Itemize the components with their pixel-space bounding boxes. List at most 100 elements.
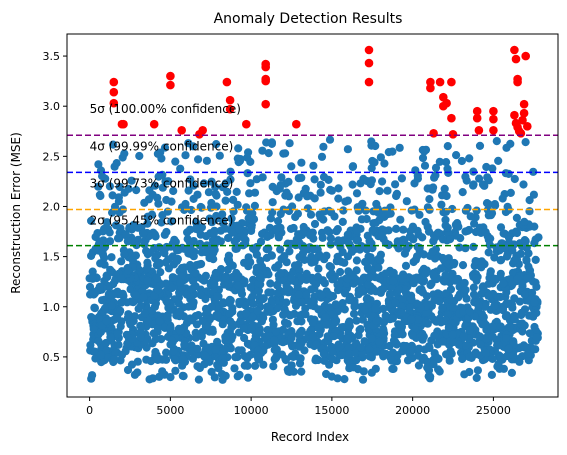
normal-point <box>223 255 232 264</box>
normal-point <box>163 313 172 322</box>
normal-point <box>279 310 288 319</box>
normal-point <box>194 375 203 384</box>
normal-point <box>534 233 543 242</box>
normal-point <box>177 263 187 273</box>
normal-point <box>189 277 198 286</box>
normal-point <box>320 356 329 365</box>
normal-point <box>343 145 352 154</box>
normal-point <box>332 257 341 266</box>
normal-point <box>294 290 304 299</box>
normal-point <box>399 225 408 234</box>
normal-point <box>315 330 324 339</box>
normal-point <box>343 274 352 284</box>
normal-point <box>388 314 397 323</box>
normal-point <box>287 361 296 370</box>
normal-point <box>273 289 282 298</box>
normal-point <box>411 166 420 175</box>
normal-point <box>328 354 337 364</box>
normal-point <box>243 169 252 178</box>
normal-point <box>474 300 483 309</box>
normal-point <box>398 295 407 304</box>
normal-point <box>111 348 120 357</box>
normal-point <box>520 321 529 330</box>
normal-point <box>479 282 488 291</box>
normal-point <box>232 187 241 196</box>
normal-point <box>262 138 271 147</box>
normal-point <box>208 327 217 336</box>
normal-point <box>488 354 497 363</box>
normal-point <box>334 184 343 193</box>
normal-point <box>531 255 540 264</box>
normal-point <box>147 210 157 219</box>
normal-point <box>523 274 532 283</box>
normal-point <box>174 299 183 308</box>
normal-point <box>356 179 365 188</box>
normal-point <box>287 333 296 342</box>
normal-point <box>150 302 159 311</box>
normal-point <box>273 304 282 313</box>
normal-point <box>364 280 373 289</box>
normal-point <box>397 308 406 317</box>
normal-point <box>202 156 211 165</box>
normal-point <box>86 341 95 350</box>
normal-point <box>395 143 404 152</box>
normal-point <box>372 316 381 326</box>
normal-point <box>123 237 132 246</box>
normal-point <box>341 289 350 298</box>
normal-point <box>272 353 281 362</box>
normal-point <box>363 294 372 303</box>
normal-point <box>322 369 331 379</box>
normal-point <box>201 248 211 257</box>
normal-point <box>176 278 185 287</box>
normal-point <box>349 309 359 318</box>
normal-point <box>305 231 315 240</box>
normal-point <box>389 364 398 373</box>
normal-point <box>112 329 122 339</box>
normal-point <box>430 331 439 340</box>
normal-point <box>492 137 501 146</box>
normal-point <box>132 186 141 195</box>
normal-point <box>530 222 539 231</box>
normal-point <box>401 261 411 270</box>
normal-point <box>189 181 198 190</box>
normal-point <box>398 274 407 283</box>
normal-point <box>153 285 163 295</box>
normal-point <box>494 156 503 165</box>
normal-point <box>142 355 151 364</box>
normal-point <box>415 210 424 219</box>
normal-point <box>145 375 154 384</box>
normal-point <box>279 149 288 158</box>
normal-point <box>371 218 380 227</box>
normal-point <box>349 279 358 288</box>
normal-point <box>452 151 461 160</box>
normal-point <box>221 179 230 188</box>
normal-point <box>98 227 108 236</box>
normal-point <box>211 189 220 199</box>
normal-point <box>180 340 189 349</box>
normal-point <box>132 291 141 300</box>
normal-point <box>167 197 176 206</box>
normal-point <box>316 213 325 222</box>
normal-point <box>267 288 276 297</box>
normal-point <box>389 277 398 286</box>
normal-point <box>365 273 374 282</box>
normal-point <box>133 357 142 366</box>
normal-point <box>338 217 347 226</box>
normal-point <box>420 147 429 156</box>
normal-point <box>143 219 152 228</box>
normal-point <box>336 267 345 277</box>
normal-point <box>352 189 362 198</box>
normal-point <box>233 281 243 290</box>
normal-point <box>298 249 307 258</box>
normal-point <box>396 320 405 329</box>
normal-point <box>490 301 499 311</box>
anomaly-point <box>109 87 119 97</box>
normal-point <box>246 283 255 292</box>
y-axis-label: Reconstruction Error (MSE) <box>9 132 23 294</box>
normal-point <box>105 237 115 246</box>
normal-point <box>357 242 366 251</box>
normal-point <box>90 304 99 313</box>
normal-point <box>191 268 200 278</box>
normal-point <box>345 322 354 331</box>
normal-point <box>197 332 206 341</box>
